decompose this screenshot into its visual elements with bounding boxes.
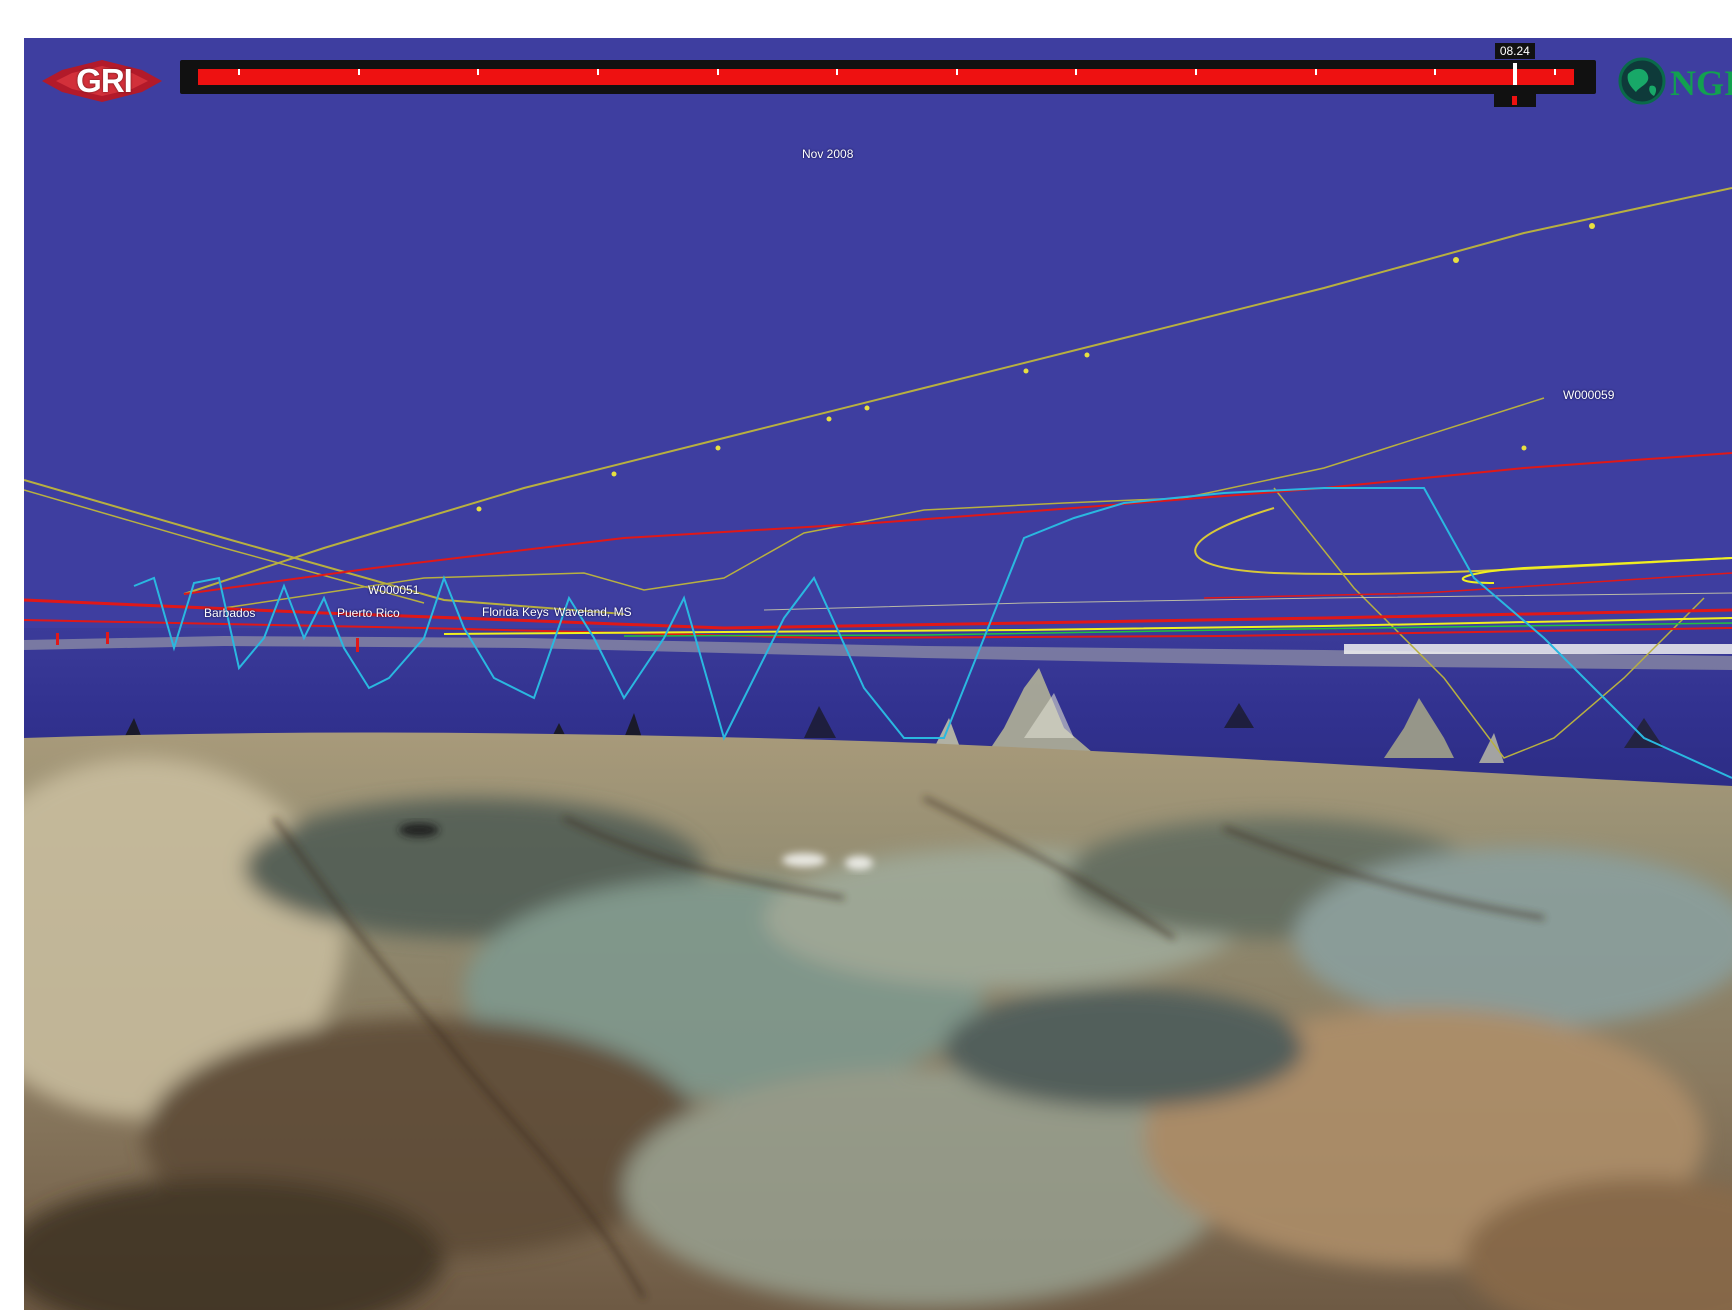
timeline-tick [1434,69,1437,75]
gri-logo-icon [42,60,162,102]
place-label-florida-keys: Florida Keys [482,605,549,619]
timeline-tick [1554,69,1556,75]
ngi-logo-text: NGI [1670,63,1732,103]
date-label: Nov 2008 [802,147,854,161]
timeline-tick [477,69,480,75]
place-label-puerto-rico: Puerto Rico [337,606,400,620]
timeline-bar[interactable] [180,60,1596,94]
terrain-foreground [24,668,1732,1310]
time-readout: 08.24 [1494,43,1535,59]
timeline-tick [596,69,599,75]
timeline-tick [836,69,839,75]
timeline-tick [357,69,360,75]
place-label-waveland: Waveland, MS [554,605,632,619]
timeline-tick [1314,69,1317,75]
track-label-w000059: W000059 [1563,388,1615,402]
timeline-tick [238,69,240,75]
map-viewport[interactable]: 08.24 GRI NGI Nov 2008 W000059 W000051 B… [24,38,1732,1310]
timeline-tick [1195,69,1198,75]
timeline-handle[interactable] [1512,63,1517,85]
timeline-tick [1075,69,1078,75]
timeline-tick [716,69,719,75]
timeline-handle-base[interactable] [1493,93,1536,107]
track-label-w000051: W000051 [368,583,420,597]
timeline-progress-fill [198,69,1574,85]
timeline-tick [955,69,958,75]
place-label-barbados: Barbados [204,606,256,620]
gri-logo-text: GRI [76,62,133,99]
globe-icon [1618,57,1666,105]
gri-logo: GRI [42,56,162,106]
ngi-logo: NGI [1616,56,1732,106]
